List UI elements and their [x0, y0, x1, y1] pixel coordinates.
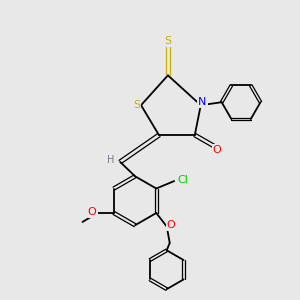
Text: H: H: [107, 155, 115, 166]
Text: O: O: [213, 145, 222, 155]
Text: S: S: [164, 36, 172, 46]
Text: Cl: Cl: [177, 175, 188, 184]
Text: O: O: [88, 206, 96, 217]
Text: S: S: [133, 100, 140, 110]
Text: N: N: [198, 97, 206, 107]
Text: O: O: [167, 220, 176, 230]
